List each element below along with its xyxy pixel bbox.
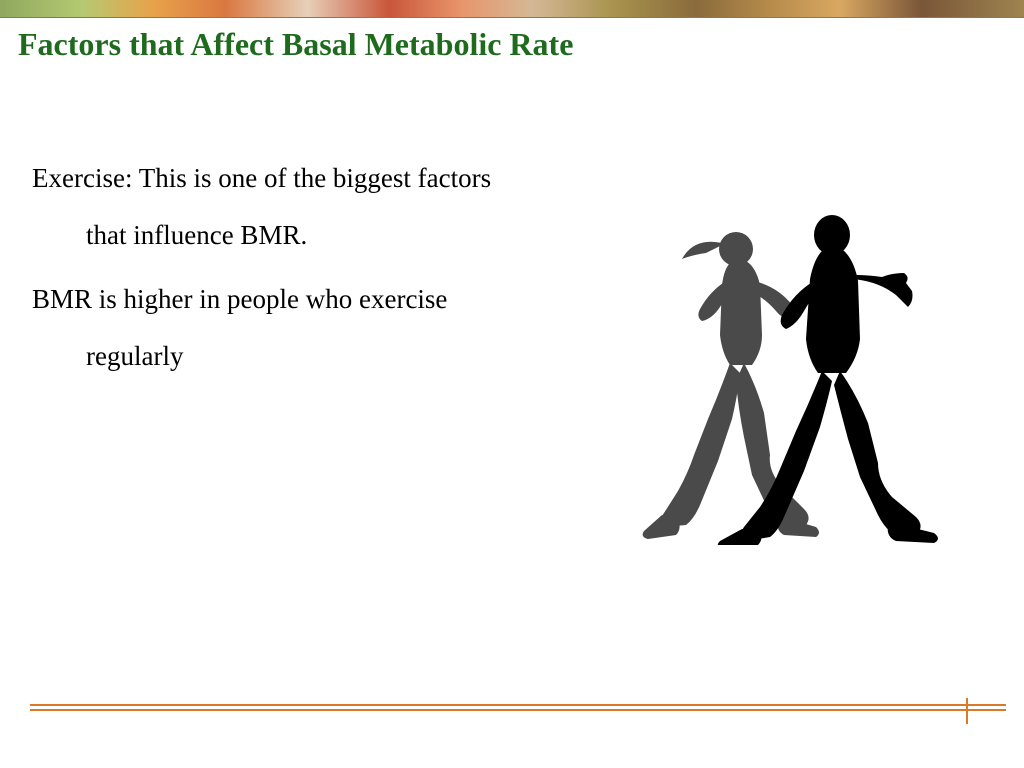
para2-line1: BMR is higher in people who exercise [32, 284, 447, 314]
footer-line-1 [30, 704, 1006, 706]
para2-line2: regularly [32, 328, 592, 385]
footer-tick [966, 698, 968, 724]
paragraph-1: Exercise: This is one of the biggest fac… [32, 150, 592, 263]
slide-title: Factors that Affect Basal Metabolic Rate [0, 18, 1024, 63]
footer-double-line [30, 704, 1006, 716]
runners-illustration [634, 195, 974, 545]
para1-line1: Exercise: This is one of the biggest fac… [32, 163, 491, 193]
para1-line2: that influence BMR. [32, 207, 592, 264]
footer-line-2 [30, 709, 1006, 711]
body-text: Exercise: This is one of the biggest fac… [32, 150, 592, 385]
content-area: Exercise: This is one of the biggest fac… [32, 150, 592, 393]
paragraph-2: BMR is higher in people who exercise reg… [32, 271, 592, 384]
header-banner [0, 0, 1024, 18]
